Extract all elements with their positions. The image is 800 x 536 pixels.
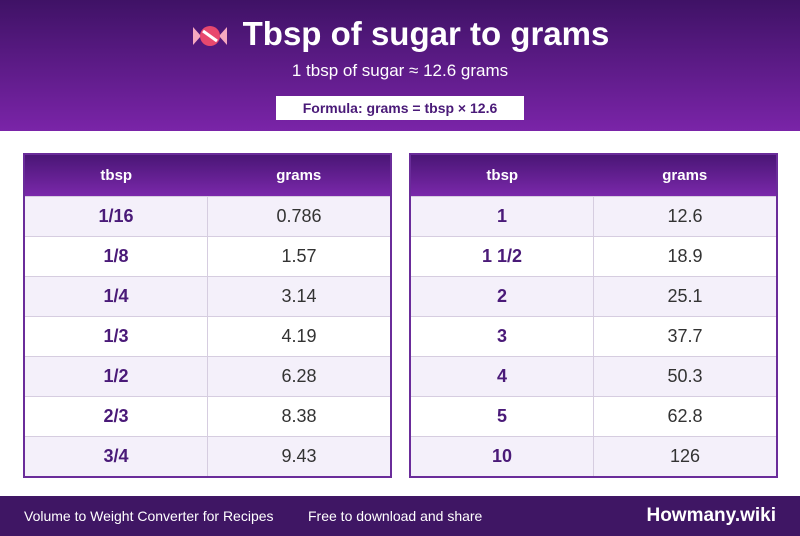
column-header: tbsp — [24, 154, 208, 197]
row: 1 1/2 18.9 — [409, 236, 778, 277]
cell: 1/16 — [23, 196, 208, 237]
cell: 1/3 — [23, 316, 208, 357]
header-row: tbsp grams — [410, 154, 777, 197]
row: 10 126 — [409, 436, 778, 478]
row: 3 37.7 — [409, 316, 778, 357]
row: 2/3 8.38 — [23, 396, 392, 437]
cell: 10 — [409, 436, 594, 478]
row: 5 62.8 — [409, 396, 778, 437]
cell: 2 — [409, 276, 594, 317]
cell: 1/2 — [23, 356, 208, 397]
cell: 9.43 — [207, 436, 392, 478]
cell: 1.57 — [207, 236, 392, 277]
cell: 18.9 — [593, 236, 778, 277]
cell: 0.786 — [207, 196, 392, 237]
brand: Howmany.wiki — [646, 505, 776, 526]
title: Tbsp of sugar to grams — [242, 15, 610, 52]
row: 1 12.6 — [409, 196, 778, 237]
title-row: Tbsp of sugar to grams — [0, 14, 800, 54]
footer-text: Volume to Weight Converter for Recipes — [24, 508, 274, 524]
cell: 1 1/2 — [409, 236, 594, 277]
cell: 25.1 — [593, 276, 778, 317]
subtitle: 1 tbsp of sugar ≈ 12.6 grams — [291, 61, 509, 80]
row: 1/8 1.57 — [23, 236, 392, 277]
table: tbsp grams 1 12.6 1 1/2 18.9 2 25.1 3 37.7 4 50.3 5 6… — [409, 153, 778, 478]
cell: 3/4 — [23, 436, 208, 478]
cell: 8.38 — [207, 396, 392, 437]
row: 1/3 4.19 — [23, 316, 392, 357]
column-header: tbsp — [410, 154, 594, 197]
table: tbsp grams 1/16 0.786 1/8 1.57 1/4 3.14 1/3 4.19 1… — [23, 153, 392, 478]
cell: 126 — [593, 436, 778, 478]
header: Tbsp of sugar to grams 1 tbsp of sugar ≈… — [0, 0, 800, 131]
row: 1/2 6.28 — [23, 356, 392, 397]
cell: 50.3 — [593, 356, 778, 397]
row: 4 50.3 — [409, 356, 778, 397]
footer: Volume to Weight Converter for Recipes F… — [0, 496, 800, 536]
cell: 1/4 — [23, 276, 208, 317]
header-row: tbsp grams — [24, 154, 391, 197]
cell: 4 — [409, 356, 594, 397]
cell: 6.28 — [207, 356, 392, 397]
cell: 3 — [409, 316, 594, 357]
cell: 1 — [409, 196, 594, 237]
row: 3/4 9.43 — [23, 436, 392, 478]
column-header: grams — [593, 154, 777, 197]
cell: 5 — [409, 396, 594, 437]
cell: 2/3 — [23, 396, 208, 437]
cell: 12.6 — [593, 196, 778, 237]
formula: Formula: grams = tbsp × 12.6 — [276, 96, 524, 120]
cell: 1/8 — [23, 236, 208, 277]
cell: 37.7 — [593, 316, 778, 357]
cell: 62.8 — [593, 396, 778, 437]
cell: 4.19 — [207, 316, 392, 357]
footer-text: Free to download and share — [308, 508, 483, 524]
cell: 3.14 — [207, 276, 392, 317]
row: 2 25.1 — [409, 276, 778, 317]
row: 1/16 0.786 — [23, 196, 392, 237]
column-header: grams — [207, 154, 391, 197]
row: 1/4 3.14 — [23, 276, 392, 317]
candy-icon — [192, 26, 227, 46]
